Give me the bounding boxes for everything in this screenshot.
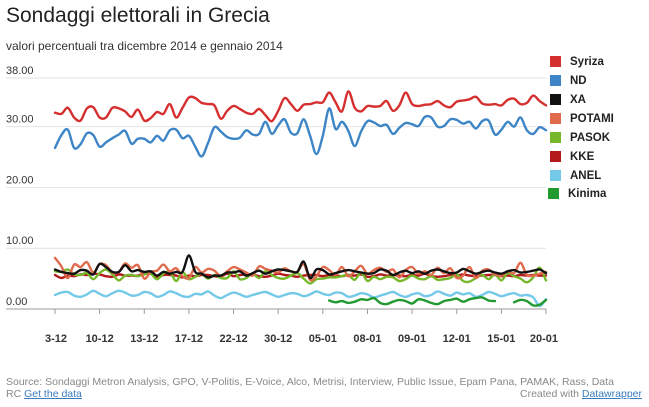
legend-label: Syriza (570, 56, 604, 68)
x-tick-label: 12-01 (443, 333, 471, 345)
legend-label: POTAMI (570, 113, 614, 125)
y-tick-label: 38.00 (6, 65, 34, 77)
y-tick-label: 30.00 (6, 114, 34, 126)
legend-swatch (550, 151, 561, 162)
series-line-syriza (53, 90, 548, 123)
legend-label: Kinima (568, 188, 607, 200)
x-tick-label: 09-01 (398, 333, 426, 345)
source-note-end: RC (6, 388, 22, 400)
legend-swatch (550, 75, 561, 86)
x-axis-ticks: 3-12 10-12 13-12 17-12 22-12 30-12 05-01 08-01 0… (45, 309, 558, 345)
x-tick-label: 3-12 (45, 333, 67, 345)
legend-swatch (550, 170, 561, 181)
legend-swatch (550, 94, 561, 105)
footer-line-2: RC Get the data (6, 388, 642, 400)
series-line-anel (53, 289, 548, 308)
legend-label: XA (570, 94, 586, 106)
legend-label: ND (570, 75, 587, 87)
legend-label: KKE (570, 151, 595, 163)
datawrapper-link[interactable]: Datawrapper (581, 388, 642, 400)
series-line-pasok (53, 266, 548, 285)
grid-lines (6, 77, 546, 310)
series-line-nd (53, 107, 548, 158)
legend-swatch (548, 188, 559, 199)
credit: Created with Datawrapper (520, 388, 642, 400)
x-tick-label: 10-12 (86, 333, 114, 345)
chart-subtitle: valori percentuali tra dicembre 2014 e g… (6, 39, 283, 53)
y-tick-label: 0.00 (6, 296, 27, 308)
y-axis-labels: 0.00 10.00 20.00 30.00 38.00 (6, 65, 34, 308)
x-tick-label: 15-01 (487, 333, 515, 345)
x-tick-label: 17-12 (175, 333, 203, 345)
get-data-link[interactable]: Get the data (24, 388, 82, 400)
y-tick-label: 20.00 (6, 174, 34, 186)
x-tick-label: 22-12 (219, 333, 247, 345)
series-line-xa (53, 254, 548, 280)
source-note: Source: Sondaggi Metron Analysis, GPO, V… (6, 376, 614, 388)
series-line-kinima (328, 296, 548, 307)
legend-swatch (550, 132, 561, 143)
footer: Source: Sondaggi Metron Analysis, GPO, V… (6, 376, 642, 400)
x-tick-label: 20-01 (530, 333, 558, 345)
legend-swatch (550, 56, 561, 67)
y-tick-label: 10.00 (6, 235, 34, 247)
legend-label: PASOK (570, 132, 611, 144)
created-with-text: Created with (520, 388, 579, 400)
chart-title: Sondaggi elettorali in Grecia (6, 4, 270, 27)
x-tick-label: 08-01 (353, 333, 381, 345)
series-lines (53, 90, 548, 308)
x-tick-label: 05-01 (309, 333, 337, 345)
x-tick-label: 13-12 (130, 333, 158, 345)
line-chart: 0.00 10.00 20.00 30.00 38.00 3-12 10-12 13-12 1… (6, 65, 558, 345)
x-tick-label: 30-12 (264, 333, 292, 345)
legend-swatch (550, 113, 561, 124)
legend-label: ANEL (570, 170, 602, 182)
